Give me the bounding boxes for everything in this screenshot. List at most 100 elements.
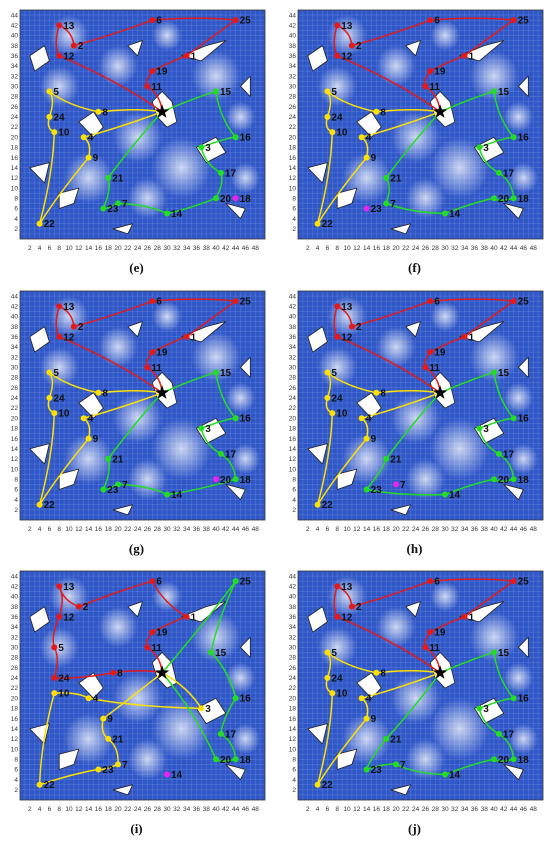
route-green-line xyxy=(102,371,237,496)
node-label: 5 xyxy=(58,643,64,654)
x-tick-label: 8 xyxy=(335,806,339,813)
y-tick-label: 40 xyxy=(289,33,297,40)
density-patch xyxy=(430,20,460,51)
route-yellow-line xyxy=(38,90,163,225)
node-label: 16 xyxy=(240,694,252,705)
node-label: 23 xyxy=(107,485,119,496)
y-tick-label: 16 xyxy=(289,716,297,723)
node-label: 18 xyxy=(240,194,252,205)
density-patch xyxy=(376,326,416,368)
node-label: 10 xyxy=(58,689,70,700)
node-point xyxy=(46,88,53,95)
node-label: 14 xyxy=(449,770,461,781)
node-label: 3 xyxy=(205,143,211,154)
y-tick-label: 32 xyxy=(11,634,19,641)
x-tick-label: 6 xyxy=(48,245,52,252)
node-point xyxy=(314,220,321,227)
x-tick-label: 18 xyxy=(383,245,391,252)
route-yellow-line xyxy=(38,672,203,786)
node-point xyxy=(510,195,517,202)
y-tick-label: 18 xyxy=(11,426,19,433)
node-label: 11 xyxy=(429,82,440,93)
node-label: 25 xyxy=(240,577,252,588)
route-red-line xyxy=(55,298,237,394)
x-tick-label: 40 xyxy=(490,526,498,533)
x-tick-label: 16 xyxy=(373,526,381,533)
node-point xyxy=(510,756,517,763)
node-label: 12 xyxy=(63,332,75,343)
island-shape xyxy=(307,606,328,633)
x-tick-label: 46 xyxy=(520,806,528,813)
node-label: 25 xyxy=(240,297,252,308)
y-tick-label: 40 xyxy=(289,594,297,601)
node-label: 6 xyxy=(156,577,162,588)
y-tick-label: 32 xyxy=(11,354,19,361)
y-tick-label: 32 xyxy=(289,354,297,361)
density-patch xyxy=(225,662,256,694)
node-label: 25 xyxy=(518,16,530,27)
node-label: 2 xyxy=(356,322,362,333)
x-tick-label: 8 xyxy=(57,245,61,252)
node-point xyxy=(324,88,331,95)
island-shape xyxy=(390,504,412,516)
x-tick-label: 4 xyxy=(38,526,42,533)
island-shape xyxy=(127,321,143,338)
node-point xyxy=(442,771,448,778)
y-tick-label: 12 xyxy=(289,456,297,463)
island-shape xyxy=(29,606,50,633)
node-label: 23 xyxy=(371,204,383,215)
node-point xyxy=(115,761,121,768)
x-tick-label: 32 xyxy=(451,245,459,252)
density-patch xyxy=(39,65,79,107)
node-point xyxy=(334,52,341,59)
x-tick-label: 34 xyxy=(461,806,469,813)
density-patch xyxy=(127,177,167,219)
island-shape xyxy=(112,784,134,796)
y-tick-label: 16 xyxy=(11,436,19,443)
x-tick-label: 46 xyxy=(520,245,528,252)
density-patch xyxy=(191,611,241,663)
x-tick-label: 18 xyxy=(105,245,113,252)
y-tick-label: 14 xyxy=(11,726,19,733)
node-label: 17 xyxy=(225,168,237,179)
y-tick-label: 30 xyxy=(289,365,297,372)
node-point xyxy=(36,220,43,227)
node-point xyxy=(334,22,341,29)
node-label: 13 xyxy=(63,582,75,593)
node-label: 14 xyxy=(449,490,461,501)
y-tick-label: 2 xyxy=(292,787,296,794)
node-point xyxy=(383,174,390,181)
node-point xyxy=(56,52,63,59)
x-tick-label: 12 xyxy=(75,245,83,252)
node-label: 18 xyxy=(240,475,252,486)
island-shape xyxy=(151,372,178,409)
node-point xyxy=(115,481,121,488)
route-yellow-line xyxy=(38,371,163,506)
x-tick-label: 16 xyxy=(373,245,381,252)
node-point xyxy=(198,425,205,432)
node-label: 11 xyxy=(429,363,440,374)
island-shape xyxy=(240,75,251,97)
x-tick-label: 46 xyxy=(242,806,250,813)
x-tick-label: 20 xyxy=(392,245,400,252)
y-tick-label: 4 xyxy=(14,777,18,784)
node-point xyxy=(334,303,341,310)
island-shape xyxy=(390,223,412,235)
y-tick-label: 24 xyxy=(11,395,19,402)
node-point xyxy=(46,113,53,120)
node-point xyxy=(36,501,43,508)
node-point xyxy=(358,134,365,141)
route-red-line xyxy=(55,17,237,113)
y-tick-label: 24 xyxy=(289,675,297,682)
x-tick-label: 36 xyxy=(193,806,201,813)
node-label: 22 xyxy=(44,219,56,230)
node-label: 2 xyxy=(78,41,84,52)
y-tick-label: 18 xyxy=(289,426,297,433)
node-point xyxy=(491,195,497,202)
node-point xyxy=(217,450,224,457)
y-tick-label: 24 xyxy=(11,114,19,121)
node-point xyxy=(373,108,380,115)
node-label: 12 xyxy=(341,51,353,62)
x-tick-label: 8 xyxy=(335,245,339,252)
node-label: 16 xyxy=(518,414,530,425)
